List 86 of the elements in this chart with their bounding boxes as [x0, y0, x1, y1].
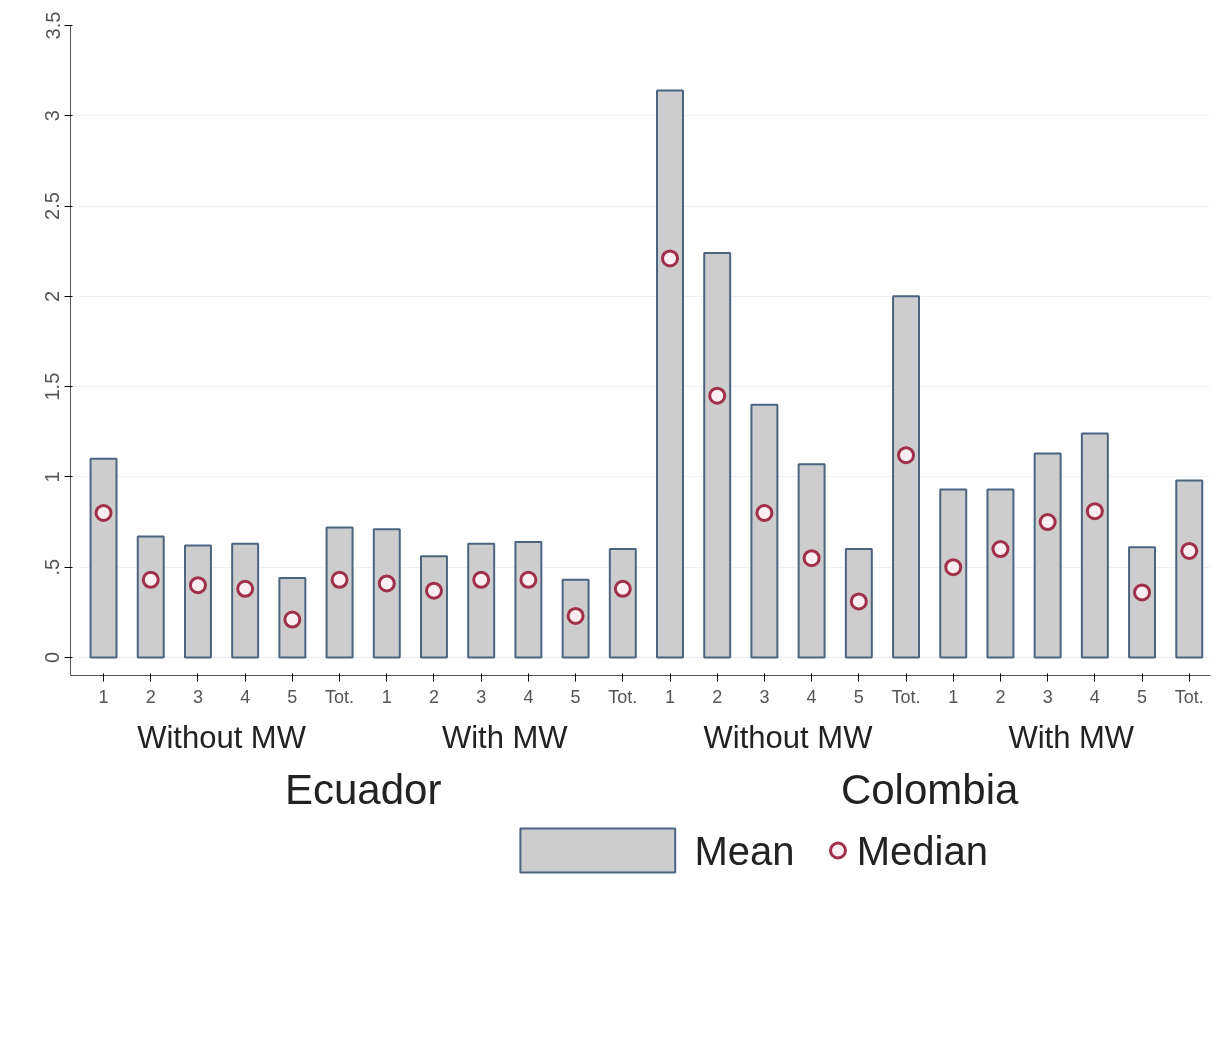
x-tick-label: 3 — [192, 686, 203, 707]
y-tick-label: 3.5 — [41, 11, 64, 40]
point — [330, 570, 349, 589]
bar — [89, 457, 118, 659]
x-tick-label: 1 — [948, 686, 959, 707]
point — [283, 610, 302, 629]
point — [94, 504, 113, 522]
y-tick-label: 1.5 — [41, 372, 64, 401]
x-tick-label: Tot. — [891, 686, 921, 707]
x-tick-label: 1 — [381, 686, 392, 707]
y-tick-label: 1 — [41, 471, 64, 483]
point — [377, 574, 396, 593]
bar — [1175, 479, 1204, 659]
text: With MW — [441, 719, 569, 755]
point — [1038, 513, 1057, 532]
bar — [372, 528, 401, 659]
bar — [656, 89, 684, 659]
bar — [703, 252, 732, 659]
text: With MW — [1008, 719, 1135, 755]
x-tick-label: Tot. — [608, 686, 638, 707]
bar — [750, 403, 779, 659]
point — [472, 570, 491, 589]
point — [613, 579, 632, 598]
bar — [986, 488, 1015, 659]
point — [991, 540, 1010, 559]
point — [755, 504, 774, 522]
point — [849, 592, 868, 611]
point — [188, 576, 207, 595]
bar — [892, 295, 921, 659]
y-tick-label: 2 — [41, 290, 64, 302]
x-tick-label: 5 — [1137, 686, 1148, 707]
bar — [420, 555, 448, 659]
x-tick-label: 4 — [523, 686, 534, 707]
x-tick-label: 1 — [665, 686, 676, 707]
point — [424, 581, 443, 600]
x-tick-label: 4 — [240, 686, 251, 707]
x-tick-label: Tot. — [325, 686, 355, 707]
point — [802, 549, 821, 568]
point — [1133, 583, 1152, 602]
point — [897, 446, 916, 465]
x-tick-label: Tot. — [1174, 686, 1204, 707]
bar — [467, 542, 496, 659]
bar — [608, 548, 637, 659]
y-tick-label: 3 — [41, 110, 64, 122]
x-tick-label: 3 — [759, 686, 770, 707]
x-tick-label: 4 — [1089, 686, 1100, 707]
x-tick-label: 2 — [712, 686, 723, 707]
point — [141, 570, 160, 589]
point — [708, 386, 727, 405]
x-tick-label: 2 — [995, 686, 1006, 707]
bar — [1080, 432, 1109, 659]
point — [944, 558, 963, 577]
bar — [1033, 452, 1062, 659]
x-tick-label: 5 — [853, 686, 864, 707]
bar — [1128, 546, 1157, 659]
point — [661, 249, 679, 268]
bar — [939, 488, 968, 659]
point — [566, 606, 585, 625]
x-tick-label: 2 — [145, 686, 156, 707]
x-tick-label: 2 — [428, 686, 439, 707]
legend-label: Median — [856, 828, 988, 873]
text: Without MW — [137, 719, 307, 755]
x-tick-label: 5 — [287, 686, 298, 707]
y-tick-label: .5 — [41, 558, 64, 576]
x-tick-label: 1 — [98, 686, 109, 707]
y-tick-label: 2.5 — [41, 192, 64, 220]
text: Ecuador — [284, 765, 442, 813]
text: Without MW — [703, 719, 874, 755]
bar — [514, 540, 543, 659]
x-tick-label: 5 — [570, 686, 581, 707]
bar — [325, 526, 354, 659]
x-tick-label: 4 — [806, 686, 817, 707]
bar — [844, 548, 873, 659]
text: Colombia — [840, 765, 1019, 813]
legend-label: Mean — [694, 828, 795, 873]
bar — [231, 542, 260, 659]
bar — [797, 463, 826, 659]
x-tick-label: 3 — [476, 686, 487, 707]
y-tick-label: 0 — [41, 651, 64, 664]
point — [1085, 502, 1104, 521]
x-tick-label: 3 — [1042, 686, 1053, 707]
point — [1180, 541, 1199, 560]
point — [519, 570, 538, 589]
bar — [136, 535, 165, 659]
bar — [183, 544, 212, 659]
point — [236, 579, 255, 598]
